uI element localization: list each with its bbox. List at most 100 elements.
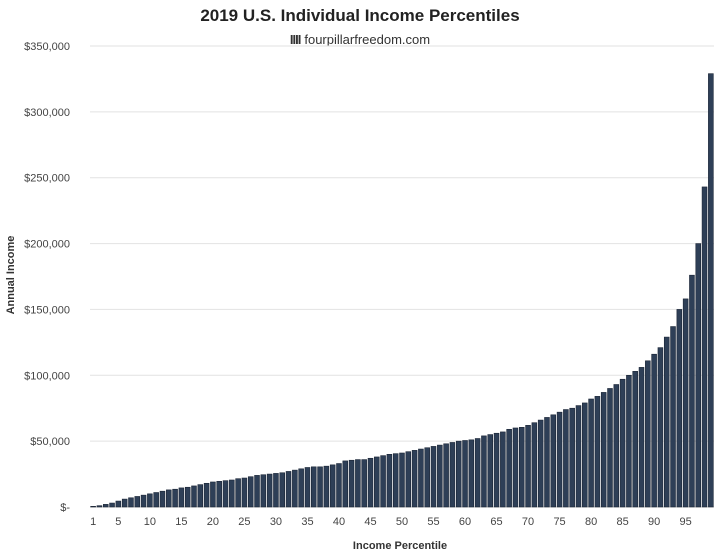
bar-p34 (298, 468, 304, 508)
bar-p58 (449, 442, 456, 508)
bar-p53 (418, 448, 424, 508)
bar-p8 (134, 496, 141, 508)
bar-p79 (582, 402, 588, 508)
bar-p3 (102, 504, 109, 508)
subtitle-text: fourpillarfreedom.com (304, 32, 431, 47)
bar-p81 (594, 396, 601, 508)
bar-p62 (474, 438, 481, 508)
bar-p31 (279, 472, 286, 508)
bar-p11 (153, 492, 159, 508)
y-tick-label: $- (60, 502, 70, 514)
bar-p13 (166, 489, 172, 508)
bar-p6 (121, 498, 128, 508)
y-tick-label: $100,000 (24, 370, 70, 382)
bar-p26 (247, 476, 254, 508)
x-tick-label: 90 (648, 516, 660, 528)
x-tick-label: 95 (680, 516, 692, 528)
bar-p61 (468, 439, 475, 508)
logo-mark: IIII (289, 32, 301, 47)
bar-p80 (588, 398, 594, 508)
bar-p73 (544, 417, 550, 508)
x-tick-label: 50 (396, 516, 408, 528)
bar-p89 (645, 360, 651, 508)
bar-p84 (613, 384, 620, 508)
y-tick-label: $250,000 (24, 173, 70, 185)
bar-p72 (537, 419, 544, 508)
x-tick-label: 65 (490, 516, 502, 528)
x-tick-label: 5 (115, 516, 121, 528)
bar-p35 (304, 467, 311, 508)
x-tick-label: 60 (459, 516, 471, 528)
bar-p50 (399, 452, 405, 508)
bar-p95 (682, 298, 689, 508)
bar-p12 (159, 490, 166, 508)
bar-p18 (197, 484, 204, 508)
bar-p2 (96, 505, 103, 508)
bar-p17 (191, 485, 197, 508)
bar-p37 (317, 466, 323, 508)
bar-p74 (550, 414, 557, 508)
bar-p70 (525, 425, 531, 508)
y-tick-label: $150,000 (24, 304, 70, 316)
bar-p49 (392, 453, 399, 508)
bar-p86 (626, 374, 632, 508)
bar-p4 (109, 502, 115, 508)
x-tick-label: 35 (301, 516, 313, 528)
bar-p91 (657, 347, 664, 508)
bar-p42 (348, 459, 355, 508)
x-tick-label: 80 (585, 516, 597, 528)
chart-subtitle: IIII fourpillarfreedom.com (0, 32, 720, 47)
x-tick-label: 55 (427, 516, 439, 528)
y-tick-label: $200,000 (24, 239, 70, 251)
bar-p38 (323, 465, 330, 508)
bar-p25 (241, 477, 248, 508)
bar-p71 (531, 422, 538, 508)
bar-p51 (405, 451, 412, 508)
bar-p5 (115, 500, 122, 508)
bar-p77 (569, 407, 575, 508)
bar-p55 (430, 446, 437, 508)
bar-p44 (361, 459, 367, 508)
bar-p75 (556, 411, 563, 508)
x-tick-label: 85 (616, 516, 628, 528)
chart-title: 2019 U.S. Individual Income Percentiles (200, 6, 520, 25)
bar-p36 (310, 466, 317, 508)
bar-p30 (273, 473, 279, 508)
bar-p27 (254, 475, 260, 508)
bar-p97 (695, 243, 702, 508)
bar-p39 (329, 464, 336, 508)
bar-p22 (222, 480, 229, 508)
bar-p99 (708, 73, 714, 508)
bar-p14 (172, 488, 178, 508)
bar-p20 (210, 481, 216, 508)
bar-p16 (184, 486, 191, 508)
bar-p32 (285, 471, 292, 508)
bar-p10 (147, 493, 153, 508)
bar-p90 (651, 353, 657, 508)
x-tick-label: 10 (144, 516, 156, 528)
bar-p57 (443, 443, 449, 508)
x-tick-label: 75 (553, 516, 565, 528)
x-tick-label: 70 (522, 516, 534, 528)
bar-p85 (619, 378, 626, 508)
y-tick-label: $300,000 (24, 107, 70, 119)
bar-p69 (518, 427, 525, 508)
bar-p48 (386, 454, 393, 508)
bar-p23 (229, 479, 235, 508)
bar-p28 (260, 474, 267, 508)
x-tick-label: 25 (238, 516, 250, 528)
x-tick-label: 30 (270, 516, 282, 528)
y-tick-label: $50,000 (30, 436, 70, 448)
bar-p41 (342, 460, 349, 508)
x-tick-label: 15 (175, 516, 187, 528)
bar-p52 (411, 450, 418, 508)
bar-p64 (487, 434, 494, 508)
bar-p59 (455, 440, 462, 508)
bar-p7 (128, 497, 134, 508)
bar-p15 (178, 487, 185, 508)
y-axis-label: Annual Income (5, 236, 17, 315)
bar-p96 (689, 274, 695, 508)
bar-p46 (374, 456, 380, 508)
bar-p54 (424, 447, 430, 508)
